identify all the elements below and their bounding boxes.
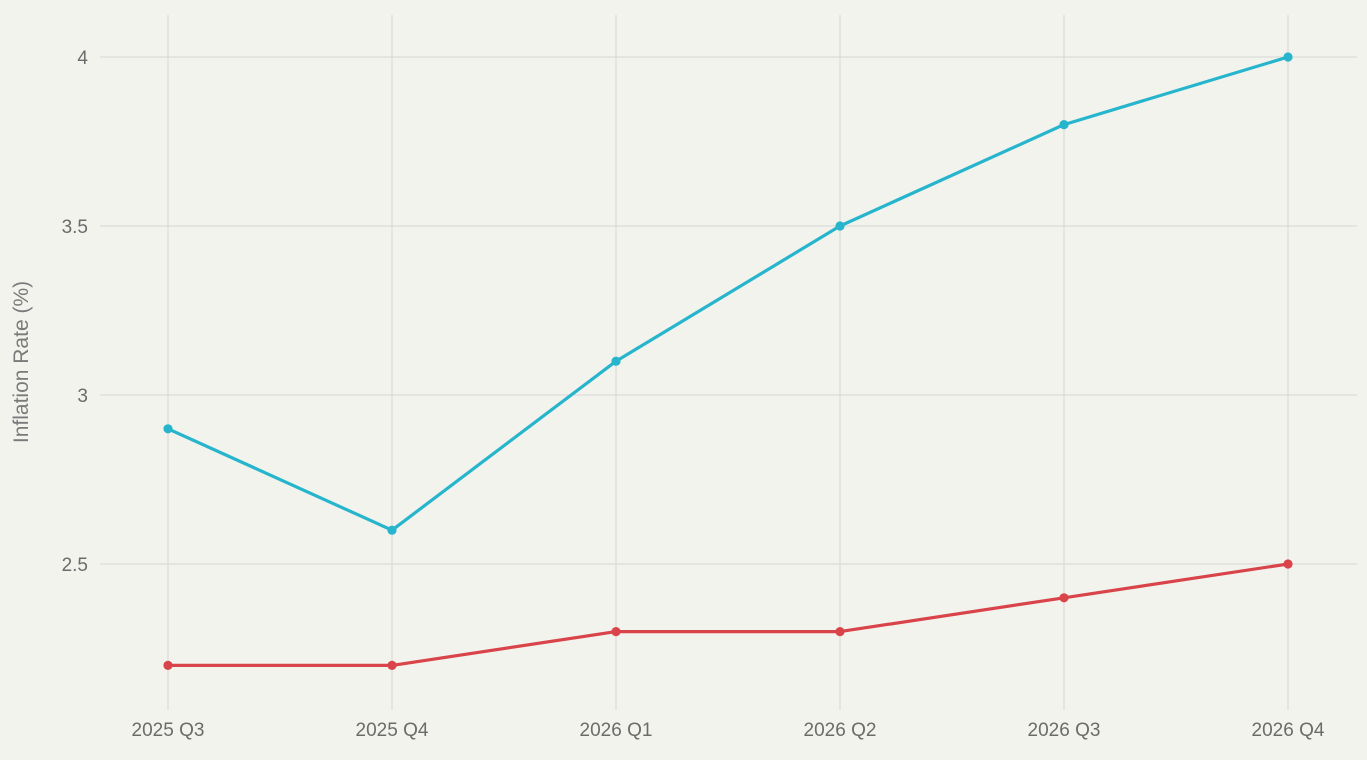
x-tick-label: 2025 Q3 bbox=[132, 720, 205, 741]
series-2 bbox=[163, 559, 1293, 671]
x-tick-labels: 2025 Q3 2025 Q4 2026 Q1 2026 Q2 2026 Q3 2026 … bbox=[132, 720, 1325, 741]
data-point[interactable] bbox=[611, 627, 621, 637]
series-1 bbox=[163, 52, 1293, 535]
data-point[interactable] bbox=[835, 627, 845, 637]
data-point[interactable] bbox=[163, 660, 173, 671]
data-point[interactable] bbox=[835, 221, 845, 231]
y-tick-label: 3.5 bbox=[62, 217, 88, 238]
data-point[interactable] bbox=[1059, 120, 1069, 130]
x-tick-label: 2026 Q4 bbox=[1252, 720, 1325, 741]
x-tick-label: 2026 Q2 bbox=[804, 720, 877, 741]
y-tick-labels: 2.5 3 3.5 4 bbox=[62, 48, 89, 576]
data-point[interactable] bbox=[611, 356, 621, 366]
data-point[interactable] bbox=[387, 660, 397, 671]
series-line bbox=[166, 55, 1290, 532]
y-tick-label: 3 bbox=[77, 386, 88, 407]
data-point[interactable] bbox=[387, 525, 397, 535]
data-point[interactable] bbox=[163, 424, 173, 434]
x-tick-label: 2026 Q3 bbox=[1028, 720, 1101, 741]
x-gridlines bbox=[167, 15, 1289, 710]
data-point[interactable] bbox=[1283, 52, 1293, 62]
series-layer bbox=[163, 52, 1293, 671]
data-point[interactable] bbox=[1059, 593, 1069, 603]
series-line bbox=[166, 562, 1290, 668]
data-point[interactable] bbox=[1283, 559, 1293, 569]
y-tick-label: 2.5 bbox=[62, 555, 88, 576]
x-tick-label: 2025 Q4 bbox=[356, 720, 429, 741]
y-gridlines bbox=[100, 56, 1357, 565]
y-axis-title: Inflation Rate (%) bbox=[10, 281, 33, 443]
x-tick-label: 2026 Q1 bbox=[580, 720, 653, 741]
y-tick-label: 4 bbox=[77, 48, 88, 69]
